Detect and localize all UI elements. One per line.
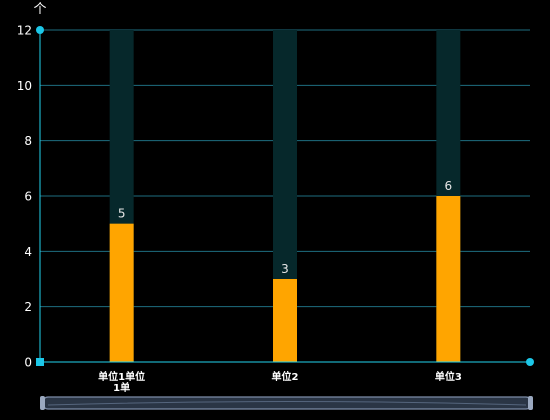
y-tick-label: 4 [24, 245, 32, 259]
value-label: 6 [445, 179, 453, 193]
y-axis-end-dot [36, 26, 44, 34]
bar [273, 279, 297, 362]
slider-shadow-line [47, 401, 527, 406]
bar [436, 196, 461, 362]
x-tick-label: 单位1单位 1单 [98, 370, 145, 394]
y-tick-label: 12 [17, 24, 32, 38]
x-tick-labels: 单位1单位 1单 单位2 单位3 [98, 370, 462, 394]
y-tick-label: 10 [17, 79, 32, 93]
x-tick-label: 单位3 [435, 370, 462, 383]
x-tick-label: 单位2 [272, 370, 299, 383]
bars [109, 196, 461, 362]
y-tick-label: 0 [24, 356, 32, 370]
axis-origin-marker [36, 358, 44, 366]
axes [36, 26, 534, 366]
value-label: 3 [281, 262, 289, 276]
y-tick-labels: 0 2 4 6 8 10 12 [17, 24, 32, 370]
y-tick-label: 2 [24, 300, 32, 314]
slider-right-handle[interactable] [528, 396, 533, 410]
x-axis-end-dot [526, 358, 534, 366]
y-tick-label: 6 [24, 190, 32, 204]
value-label: 5 [118, 207, 126, 221]
slider-left-handle[interactable] [40, 396, 45, 410]
y-axis-unit-label: 个 [33, 2, 46, 17]
bar [109, 223, 134, 362]
y-tick-label: 8 [24, 134, 32, 148]
value-labels: 5 3 6 [118, 179, 452, 276]
data-zoom-slider[interactable] [40, 396, 533, 410]
